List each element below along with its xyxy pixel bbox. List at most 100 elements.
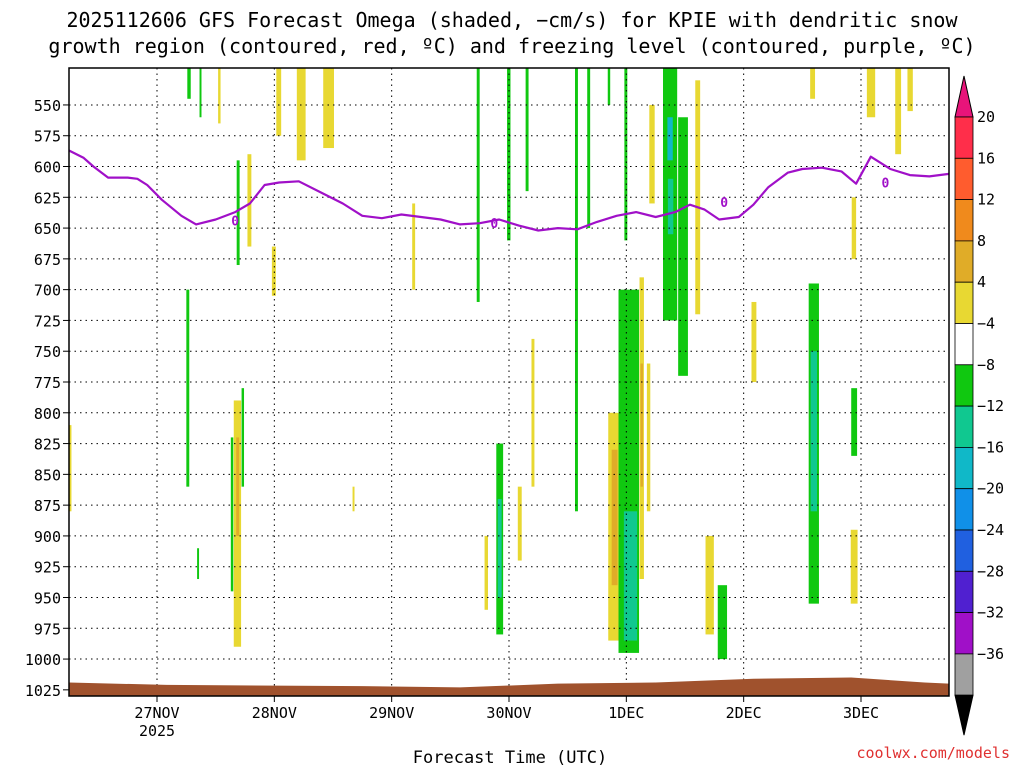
colorbar-swatch-3 [954,240,974,283]
y-tick-label-725: 725 [34,312,61,330]
colorbar-label-11: −28 [977,562,1004,580]
y-tick-label-675: 675 [34,251,61,269]
omega-region-44 [623,511,638,641]
y-tick-label-750: 750 [34,343,61,361]
freezing-level-line [69,149,949,232]
omega-region-23 [810,68,816,99]
omega-region-35 [352,486,355,512]
y-tick-label-575: 575 [34,128,61,146]
x-tick-label-3DEC: 3DEC [843,704,879,722]
omega-region-47 [646,363,651,512]
y-tick-label-775: 775 [34,374,61,392]
y-tick-label-850: 850 [34,466,61,484]
gridlines [69,68,949,696]
omega-region-21 [695,80,701,315]
omega-region-3 [247,154,252,247]
y-tick-label-700: 700 [34,282,61,300]
y-tick-label-900: 900 [34,528,61,546]
omega-region-5 [296,68,306,161]
omega-region-42 [611,449,618,586]
omega-region-6 [323,68,334,149]
plot-area: 0 0 0 0 [68,67,950,697]
colorbar-label-0: 20 [977,108,995,126]
colorbar-swatch-13 [954,653,974,696]
omega-region-7 [271,246,276,296]
y-tick-label-925: 925 [34,559,61,577]
omega-region-53 [850,529,858,604]
colorbar-swatch-6 [954,364,974,407]
freezing-level-label-1: 0 [490,217,498,232]
omega-region-4 [276,68,282,136]
colorbar-label-3: 8 [977,232,986,250]
omega-region-28 [187,68,191,99]
omega-region-51 [810,351,817,512]
colorbar-swatch-5 [954,323,974,366]
omega-region-25 [895,68,902,155]
colorbar-swatch-2 [954,199,974,242]
x-tick-label-2DEC: 2DEC [726,704,762,722]
freezing-level-layer: 0 0 0 0 [69,149,949,232]
omega-region-2 [236,160,240,266]
credit-text: coolwx.com/models [856,744,1010,762]
y-tick-label-1000: 1000 [25,651,61,669]
omega-region-0 [199,68,202,118]
omega-region-8 [412,203,416,290]
omega-region-30 [230,437,234,592]
colorbar-label-10: −24 [977,521,1004,539]
omega-shading-layer [69,68,913,660]
omega-region-27 [851,197,857,259]
omega-region-10 [507,68,511,241]
omega-region-40 [531,338,535,487]
chart-title-line-1: 2025112606 GFS Forecast Omega (shaded, −… [66,8,958,32]
omega-region-22 [751,301,757,382]
colorbar-swatch-12 [954,612,974,655]
y-axis: 550 575 600 625 650 675 700 725 750 775 800 825 850 8… [25,97,69,700]
colorbar-label-7: −12 [977,397,1004,415]
omega-region-34 [197,548,200,580]
y-tick-label-800: 800 [34,405,61,423]
colorbar-swatch-11 [954,570,974,613]
omega-region-18 [667,117,673,161]
omega-region-54 [69,425,72,512]
surface-ground [69,677,949,696]
omega-region-36 [484,535,488,610]
colorbar-swatch-0 [954,116,974,159]
omega-region-20 [678,117,688,376]
colorbar-label-4: 4 [977,273,986,291]
x-tick-label-27NOV: 27NOV [134,704,179,722]
omega-region-49 [717,585,728,660]
omega-region-32 [236,437,240,536]
colorbar-swatch-8 [954,446,974,490]
y-tick-label-650: 650 [34,220,61,238]
colorbar-swatch-4 [954,281,974,324]
omega-region-15 [624,68,628,241]
freezing-level-label-0: 0 [231,215,239,230]
y-tick-label-600: 600 [34,159,61,177]
freezing-level-label-3: 0 [882,177,890,192]
omega-region-33 [241,388,245,487]
colorbar-label-13: −36 [977,645,1004,663]
y-tick-label-950: 950 [34,589,61,607]
omega-region-29 [186,289,190,487]
y-tick-label-825: 825 [34,436,61,454]
omega-region-14 [607,68,611,105]
y-tick-label-625: 625 [34,189,61,207]
omega-region-1 [218,68,221,124]
colorbar-top-arrow [954,75,974,118]
colorbar-label-1: 16 [977,149,995,167]
colorbar-swatch-10 [954,529,974,572]
y-tick-label-1025: 1025 [25,682,61,700]
x-axis-title: Forecast Time (UTC) [413,748,607,768]
omega-region-39 [517,486,522,561]
colorbar-swatch-7 [954,405,974,448]
x-tick-label-30NOV: 30NOV [486,704,531,722]
omega-region-9 [476,68,480,302]
omega-region-48 [705,535,714,635]
colorbar: 20 16 12 8 4 −4 −8 −12 −16 −20 −24 −28 −32 −36 [954,75,1004,736]
colorbar-bottom-arrow [954,694,974,736]
colorbar-swatch-9 [954,488,974,531]
x-tick-label-29NOV: 29NOV [369,704,414,722]
omega-region-11 [525,68,529,192]
